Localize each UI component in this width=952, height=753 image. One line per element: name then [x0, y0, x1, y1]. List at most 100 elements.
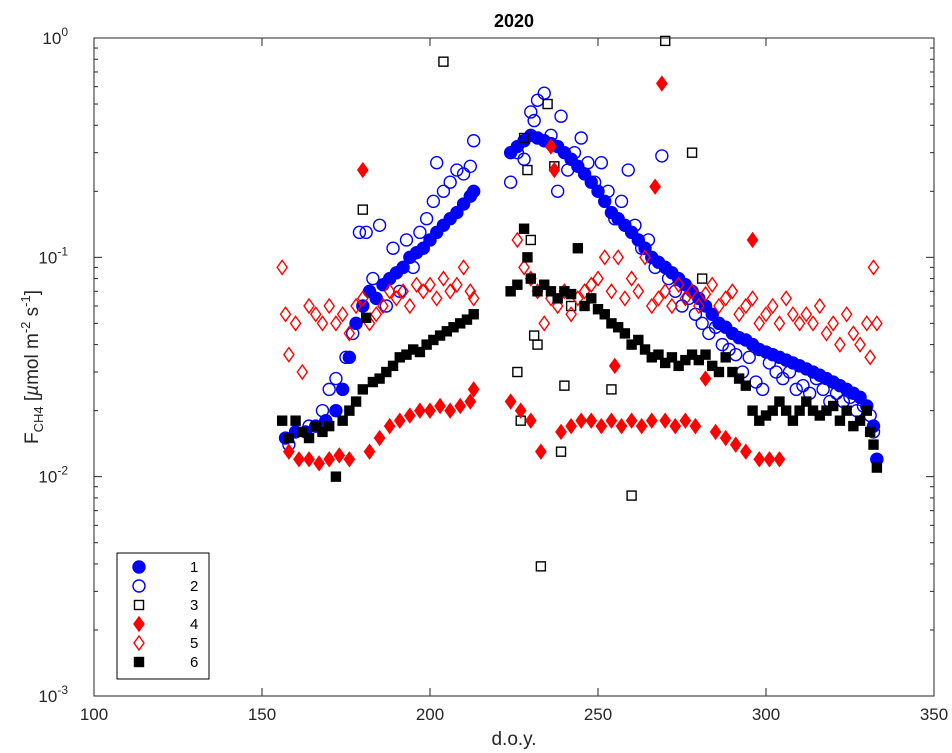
- series-5: [276, 231, 883, 381]
- point-series-2-52: [668, 284, 682, 299]
- point-series-4-11: [393, 412, 406, 429]
- point-series-4-31: [605, 412, 618, 429]
- point-series-5-37: [551, 297, 564, 315]
- point-series-4-1: [293, 451, 305, 468]
- point-series-5-57: [686, 283, 698, 300]
- point-series-4-7: [356, 161, 369, 179]
- point-series-1-39: [584, 175, 598, 189]
- point-series-6-81: [841, 405, 852, 416]
- point-series-6-63: [720, 352, 731, 363]
- point-series-2-34: [550, 184, 565, 199]
- point-series-6-48: [619, 328, 631, 339]
- x-ticks: 100 150 200 250 300 350: [80, 38, 948, 724]
- point-series-4-43: [699, 370, 712, 387]
- point-series-2-24: [463, 159, 478, 174]
- point-series-5-48: [625, 270, 638, 287]
- point-series-5-29: [464, 283, 477, 300]
- point-series-5-9: [330, 315, 342, 332]
- y-axis-label-s: s: [22, 307, 43, 322]
- point-series-2-63: [742, 350, 756, 365]
- point-series-3-5: [522, 164, 533, 176]
- point-series-2-48: [641, 233, 656, 247]
- point-series-1-8: [349, 316, 363, 331]
- point-series-6-32: [518, 223, 530, 234]
- point-series-4-5: [333, 447, 346, 464]
- point-series-3-18: [686, 147, 698, 158]
- point-series-6-41: [572, 243, 584, 254]
- point-series-4-9: [373, 429, 386, 447]
- point-series-1-6: [335, 382, 350, 397]
- series-2: [282, 86, 884, 466]
- point-series-6-71: [774, 396, 785, 407]
- point-series-5-63: [726, 283, 739, 300]
- point-series-2-7: [352, 225, 367, 240]
- point-series-4-38: [655, 75, 668, 92]
- point-series-2-56: [695, 316, 709, 331]
- legend-marker-4: [133, 615, 145, 633]
- point-series-3-8: [532, 339, 543, 350]
- point-series-2-49: [648, 260, 662, 275]
- point-series-6-45: [599, 309, 610, 320]
- point-series-5-19: [397, 283, 409, 300]
- point-series-2-25: [466, 134, 481, 148]
- point-series-5-64: [733, 306, 745, 323]
- point-series-2-54: [682, 291, 696, 306]
- y-tick-label: 10-2: [38, 464, 68, 487]
- legend-marker-2: [132, 579, 146, 593]
- axes-box: [93, 37, 935, 697]
- point-series-2-5: [339, 350, 353, 365]
- point-series-5-28: [457, 259, 470, 276]
- point-series-4-22: [524, 412, 537, 429]
- point-series-6-59: [693, 354, 704, 366]
- legend-box: [116, 552, 210, 680]
- point-series-2-19: [430, 156, 444, 170]
- point-series-6-11: [350, 396, 362, 407]
- point-series-4-46: [729, 436, 742, 453]
- point-series-6-47: [612, 322, 624, 333]
- point-series-5-43: [592, 270, 604, 287]
- point-series-5-79: [834, 336, 846, 353]
- point-series-3-1: [438, 56, 449, 67]
- point-series-2-6: [346, 326, 360, 341]
- point-series-2-45: [621, 163, 635, 177]
- point-series-6-37: [545, 286, 557, 297]
- point-series-5-73: [793, 315, 806, 332]
- legend-label-5: 5: [190, 635, 198, 652]
- legend-marker-3: [133, 599, 145, 611]
- point-series-5-85: [867, 259, 880, 276]
- point-series-5-25: [437, 270, 450, 287]
- point-series-5-50: [639, 249, 651, 266]
- point-series-2-29: [524, 105, 538, 119]
- point-series-6-79: [828, 400, 839, 412]
- point-series-2-16: [413, 225, 427, 240]
- point-series-5-35: [538, 315, 551, 332]
- point-series-2-9: [366, 271, 380, 286]
- point-series-5-10: [336, 306, 349, 323]
- point-series-5-46: [612, 249, 625, 266]
- point-series-4-0: [283, 443, 295, 460]
- point-series-1-57: [705, 307, 719, 321]
- point-series-4-30: [595, 417, 608, 435]
- point-series-4-19: [467, 381, 480, 398]
- point-series-2-23: [456, 167, 471, 181]
- point-series-6-62: [713, 366, 725, 378]
- point-series-6-29: [468, 309, 479, 320]
- point-series-5-2: [283, 346, 295, 363]
- point-series-6-83: [854, 415, 866, 426]
- point-series-6-2: [290, 415, 301, 426]
- point-series-6-30: [505, 286, 516, 297]
- point-series-4-51: [773, 451, 786, 468]
- point-series-2-20: [436, 184, 451, 199]
- point-series-4-20: [504, 393, 517, 410]
- point-series-6-9: [337, 415, 348, 426]
- point-series-5-1: [279, 306, 292, 323]
- point-series-5-62: [719, 290, 732, 307]
- point-series-5-27: [451, 276, 463, 293]
- point-series-6-66: [740, 380, 752, 391]
- point-series-3-10: [542, 98, 553, 110]
- point-series-4-47: [739, 443, 752, 460]
- point-series-4-41: [679, 412, 692, 429]
- point-series-6-35: [532, 286, 543, 297]
- point-series-6-16: [381, 366, 392, 378]
- point-series-5-11: [343, 325, 356, 342]
